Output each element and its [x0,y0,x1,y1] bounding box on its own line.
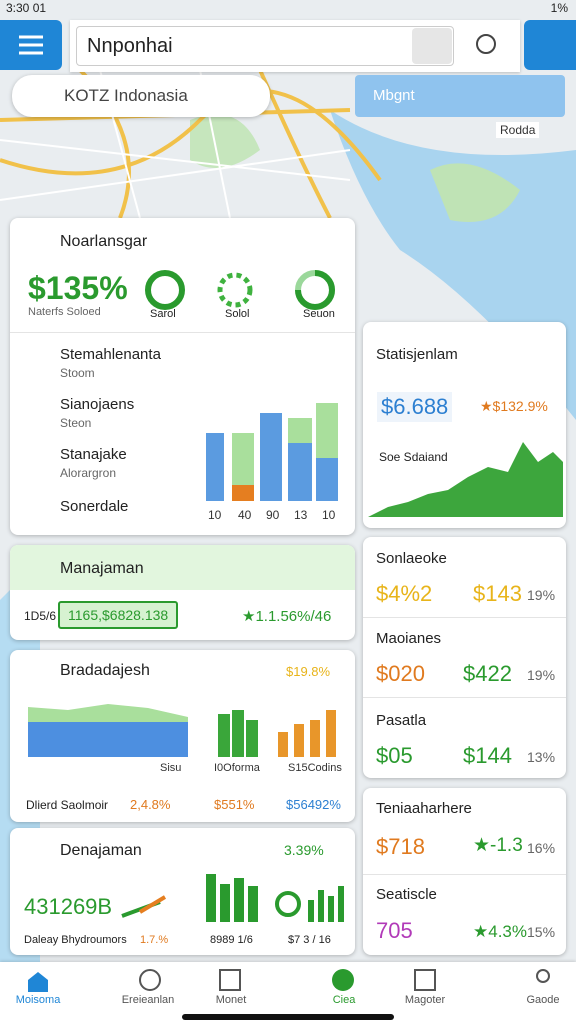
side-card: Teniaaharhere $718 ★-1.3 16% Seatiscle 7… [363,788,566,955]
stats-chart-label: Soe Sdaiand [379,450,448,464]
home-indicator [182,1014,394,1020]
mini-bar-chart [206,403,338,501]
list-sub: Stoom [60,366,95,380]
side-title: Seatiscle [376,886,437,903]
list-sub: Steon [60,416,92,430]
side-value: $143 [473,581,522,606]
denajaman-footer: Daleay Bhydroumors [24,934,127,946]
side-title: Sonlaeoke [376,550,447,567]
side-title: Teniaaharhere [376,800,472,817]
breakdown-card: Bradadajesh $19.8% Sisu I0Oforma S15Codi… [10,650,355,822]
denajaman-card: Denajaman 3.39% 431269B Daleay Bhydroumo… [10,828,355,955]
stats-change: ★$132.9% [480,398,548,414]
list-title: Sonerdale [60,498,129,515]
breakdown-footer-value: 2,4.8% [130,797,171,812]
gauge-label: Sarol [150,308,176,320]
side-title: Pasatla [376,712,427,729]
nav-item[interactable]: Monet [215,994,247,1006]
denajaman-footer-value: 8989 1/6 [210,934,253,946]
axis-label: 40 [238,508,252,522]
globe-button[interactable] [524,20,576,70]
axis-label: 10 [322,508,336,522]
side-value: 13% [527,749,556,765]
axis-label: 90 [266,508,280,522]
list-title: Sianojaens [60,396,135,413]
stats-title: Statisjenlam [376,346,458,363]
side-value: $422 [463,661,512,686]
denajaman-footer-value: 1.7.% [140,934,169,946]
breakdown-footer-value: $551% [214,797,255,812]
side-value: $05 [376,743,413,768]
bottom-nav [0,962,576,1024]
status-time: 3:30 01 [6,1,47,15]
overview-subtitle: Naterfs Soloed [28,306,101,318]
nav-item[interactable]: Ereieanlan [121,994,175,1006]
status-battery: 1% [550,1,568,15]
side-value: 15% [527,924,556,940]
manage-change: ★1.1.56%/46 [242,608,332,625]
gauge-label: Seuon [303,308,335,320]
side-value: $4%2 [376,581,433,606]
overview-title: Noarlansgar [60,233,148,250]
side-value: $718 [376,834,425,859]
side-value: ★-1.3 [473,835,523,856]
side-title: Maoianes [376,630,442,647]
search-box[interactable]: Nnponhai [76,26,454,66]
stats-card: Statisjenlam $6.688 ★$132.9% Soe Sdaiand [363,322,566,528]
breakdown-footer: Dlierd Saolmoir [26,798,109,812]
location-label: KOTZ Indonasia [64,86,188,105]
denajaman-pct: 3.39% [284,842,324,858]
denajaman-footer-value: $7 3 / 16 [288,934,331,946]
breakdown-footer-value: $56492% [286,797,341,812]
side-value: 19% [527,667,556,683]
search-query: Nnponhai [87,35,173,57]
nav-icons [28,969,550,992]
map-badge-label: Mbgnt [373,87,415,104]
map-badge[interactable]: Mbgnt [355,75,565,117]
profile-button[interactable] [476,34,496,54]
manage-value: 1165,$6828.138 [58,601,179,629]
manage-title: Manajaman [60,560,144,577]
gauges [145,270,335,310]
stats-value: $6.688 [377,392,453,422]
stats-area-chart [368,442,563,517]
menu-button[interactable] [0,20,62,70]
breakdown-label: S15Codins [288,762,342,774]
nav-item[interactable]: Moisoma [15,994,61,1006]
side-value: ★4.3% [473,922,527,941]
manage-card: Manajaman 1D5/6 1165,$6828.138 ★1.1.56%/… [10,545,355,640]
breakdown-title: Bradadajesh [60,662,150,679]
side-value: $144 [463,743,512,768]
location-pill[interactable]: KOTZ Indonasia [12,75,270,117]
breakdown-label: Sisu [160,762,182,774]
axis-label: 13 [294,508,308,522]
breakdown-label: I0Oforma [214,762,260,774]
manage-code: 1D5/6 [24,609,57,623]
side-value: 19% [527,587,556,603]
nav-item[interactable]: Ciea [332,994,356,1006]
breakdown-chart [28,704,336,757]
overview-card: Noarlansgar $135% Naterfs Soloed Sarol S… [10,218,355,535]
side-card: Sonlaeoke $4%2 $143 19% Maoianes $020 $4… [363,537,566,778]
denajaman-title: Denajaman [60,842,142,859]
side-value: 705 [376,918,413,943]
denajaman-chart [121,874,344,922]
list-title: Stanajake [60,446,127,463]
list-sub: Alorargron [60,466,117,480]
map-place-label: Rodda [496,122,540,138]
menu-icon [19,35,43,55]
axis-label: 10 [208,508,222,522]
refresh-button[interactable] [412,28,452,64]
gauge-label: Solol [225,308,250,320]
list-title: Stemahlenanta [60,346,161,363]
breakdown-pct: $19.8% [286,664,331,679]
side-value: $020 [376,661,425,686]
denajaman-value: 431269B [24,894,113,919]
nav-item[interactable]: Gaode [526,994,560,1006]
nav-item[interactable]: Magoter [404,994,446,1006]
side-value: 16% [527,840,556,856]
overview-amount: $135% [28,270,128,306]
